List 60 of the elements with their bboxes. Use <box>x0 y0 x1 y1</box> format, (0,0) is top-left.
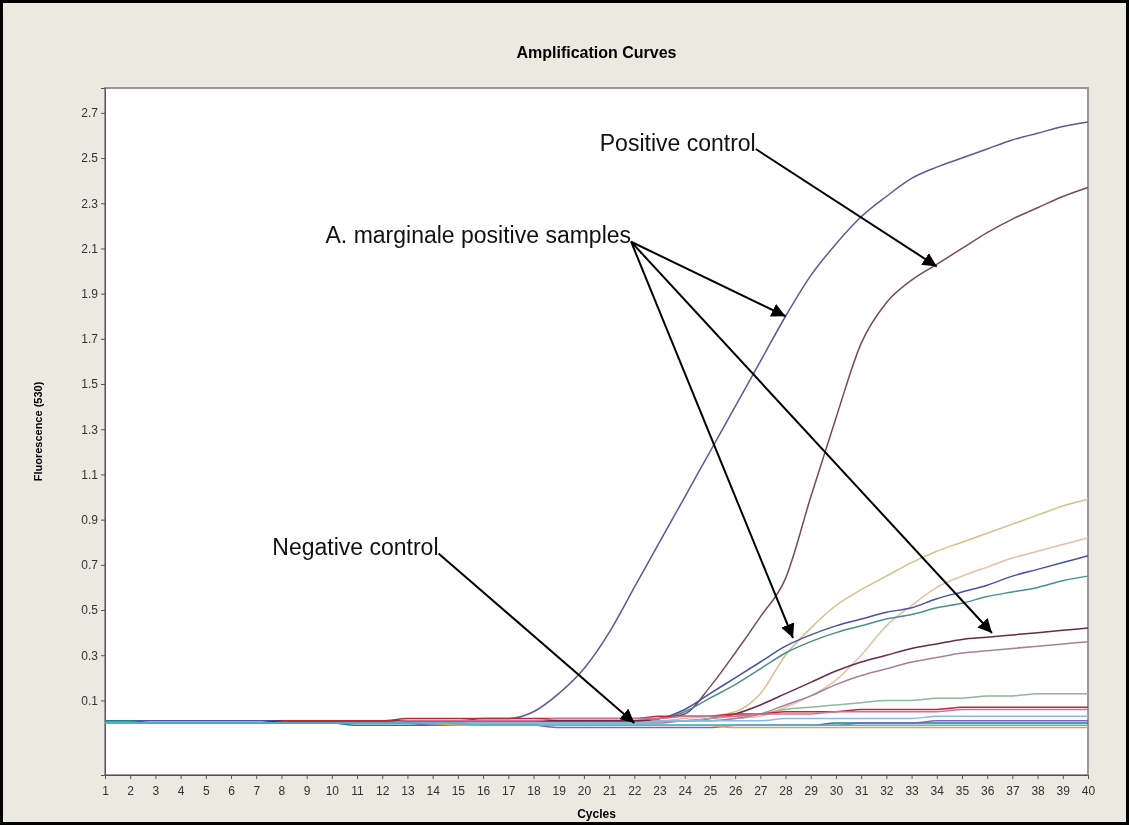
x-tick-label: 4 <box>177 784 185 799</box>
y-tick-label: 2.5 <box>81 151 99 166</box>
x-tick-label: 21 <box>602 784 617 799</box>
x-tick-label: 31 <box>854 784 869 799</box>
x-tick-label: 20 <box>577 784 592 799</box>
x-tick-label: 28 <box>779 784 794 799</box>
x-tick-label: 35 <box>955 784 970 799</box>
y-tick-label: 2.1 <box>81 241 99 256</box>
annotation: A. marginale positive samples <box>325 222 632 249</box>
x-tick-label: 25 <box>703 784 718 799</box>
x-tick-label: 19 <box>552 784 567 799</box>
x-tick-label: 30 <box>829 784 844 799</box>
x-tick-label: 5 <box>202 784 210 799</box>
chart-title: Amplification Curves <box>516 44 677 61</box>
x-tick-label: 6 <box>228 784 236 799</box>
y-tick-label: 1.7 <box>81 332 99 347</box>
x-tick-label: 37 <box>1006 784 1020 799</box>
x-tick-label: 15 <box>451 784 466 799</box>
annotation: Negative control <box>272 534 439 561</box>
x-tick-label: 26 <box>728 784 743 799</box>
y-tick-label: 0.9 <box>81 512 99 527</box>
y-tick-label: 2.3 <box>81 196 99 211</box>
x-axis-title: Cycles <box>577 807 617 821</box>
x-tick-label: 38 <box>1031 784 1046 799</box>
x-tick-label: 29 <box>804 784 819 799</box>
x-tick-label: 9 <box>303 784 311 799</box>
x-tick-label: 39 <box>1056 784 1071 799</box>
x-tick-label: 7 <box>253 784 261 799</box>
x-tick-label: 23 <box>653 784 668 799</box>
y-tick-label: 1.5 <box>81 377 99 392</box>
x-tick-label: 13 <box>401 784 415 799</box>
y-axis-title: Fluorescence (530) <box>32 381 44 482</box>
x-tick-label: 33 <box>905 784 920 799</box>
x-tick-label: 11 <box>351 784 365 799</box>
y-tick-label: 0.7 <box>81 558 99 573</box>
x-tick-label: 16 <box>476 784 491 799</box>
x-tick-label: 1 <box>102 784 110 799</box>
x-tick-label: 22 <box>628 784 642 799</box>
x-tick-label: 2 <box>127 784 135 799</box>
y-tick-label: 0.3 <box>81 648 99 663</box>
x-tick-label: 32 <box>880 784 894 799</box>
x-tick-label: 27 <box>754 784 768 799</box>
y-tick-label: 0.1 <box>81 693 99 708</box>
y-tick-label: 0.5 <box>81 603 99 618</box>
x-tick-label: 34 <box>930 784 945 799</box>
x-tick-label: 24 <box>678 784 693 799</box>
y-tick-label: 1.3 <box>81 422 99 437</box>
x-tick-label: 40 <box>1081 784 1096 799</box>
y-tick-label: 2.7 <box>81 106 99 121</box>
y-tick-label: 1.1 <box>81 467 99 482</box>
x-tick-label: 8 <box>278 784 286 799</box>
annotation: Positive control <box>599 129 756 156</box>
x-tick-label: 36 <box>981 784 995 799</box>
x-tick-label: 18 <box>527 784 541 799</box>
y-tick-label: 1.9 <box>81 286 99 301</box>
x-tick-label: 17 <box>502 784 516 799</box>
x-tick-label: 3 <box>152 784 160 799</box>
x-tick-label: 10 <box>325 784 340 799</box>
x-tick-label: 12 <box>376 784 390 799</box>
x-tick-label: 14 <box>426 784 441 799</box>
